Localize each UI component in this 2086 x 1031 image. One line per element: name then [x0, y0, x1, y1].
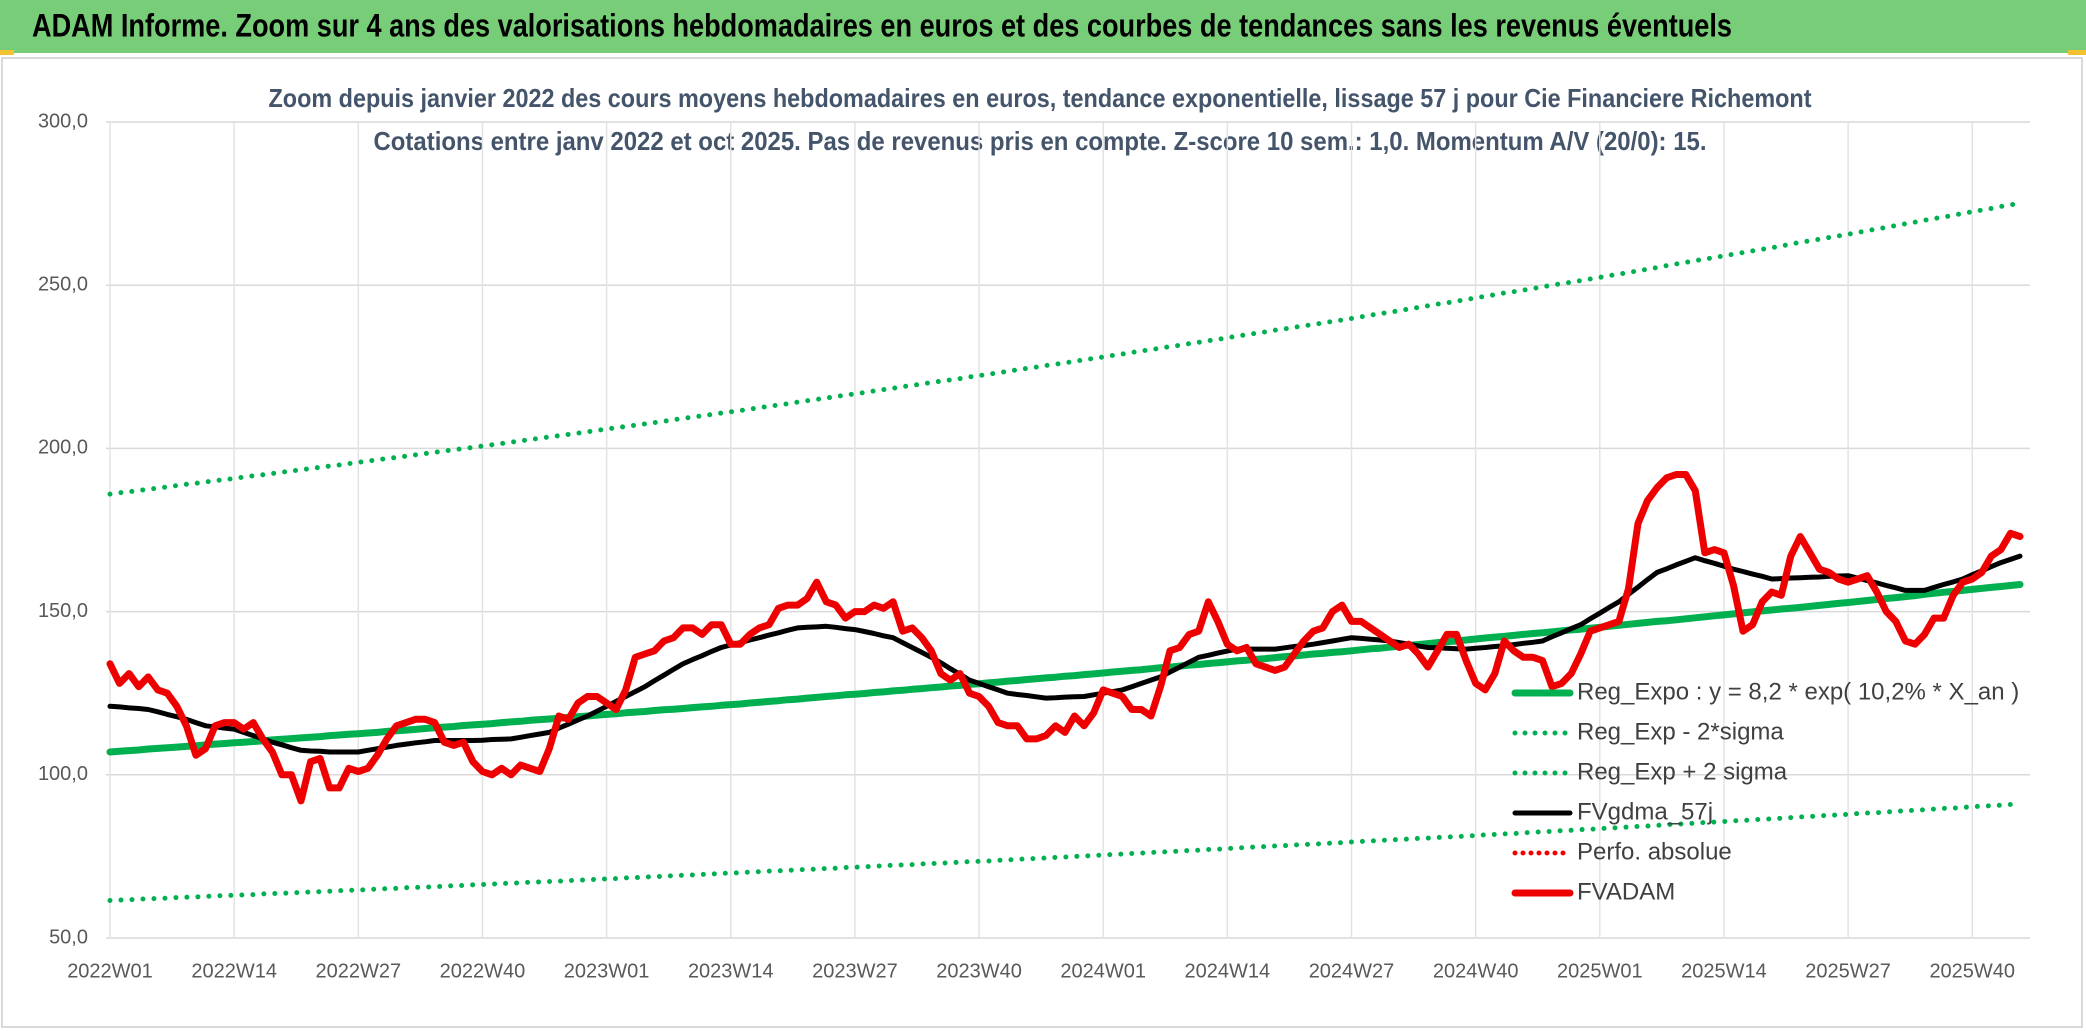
x-tick-label: 2025W01 — [1557, 960, 1643, 982]
x-tick-label: 2024W01 — [1060, 960, 1146, 982]
legend-label: Reg_Exp - 2*sigma — [1577, 718, 1784, 745]
x-tick-label: 2023W14 — [688, 960, 774, 982]
series-line — [106, 581, 2024, 756]
y-tick-label: 50,0 — [49, 926, 88, 948]
legend-label: FVgdma_57j — [1577, 798, 1713, 825]
header-accent — [2068, 50, 2086, 55]
x-tick-label: 2023W40 — [936, 960, 1022, 982]
x-tick-label: 2024W40 — [1433, 960, 1519, 982]
y-tick-label: 250,0 — [38, 273, 88, 295]
x-tick-label: 2022W27 — [315, 960, 401, 982]
chart-subtitle: Cotations entre janv 2022 et oct 2025. P… — [374, 126, 1707, 156]
header-bar — [0, 0, 2086, 53]
y-tick-label: 150,0 — [38, 600, 88, 622]
x-tick-label: 2023W01 — [564, 960, 650, 982]
x-tick-label: 2022W14 — [191, 960, 277, 982]
chart-subtitle: Zoom depuis janvier 2022 des cours moyen… — [269, 83, 1812, 113]
x-tick-label: 2024W27 — [1309, 960, 1395, 982]
header-title: ADAM Informe. Zoom sur 4 ans des valoris… — [32, 7, 1732, 43]
y-tick-label: 200,0 — [38, 437, 88, 459]
legend-label: Reg_Exp + 2 sigma — [1577, 758, 1788, 785]
plot-frame — [1, 57, 2083, 1028]
x-tick-label: 2022W01 — [67, 960, 153, 982]
header-accent — [0, 50, 14, 55]
x-tick-label: 2024W14 — [1185, 960, 1271, 982]
legend-label: FVADAM — [1577, 878, 1675, 905]
series-line — [107, 200, 2023, 497]
y-tick-label: 300,0 — [38, 110, 88, 132]
series-line — [107, 553, 2023, 755]
x-tick-label: 2025W27 — [1805, 960, 1891, 982]
x-tick-label: 2022W40 — [440, 960, 526, 982]
x-tick-label: 2025W14 — [1681, 960, 1767, 982]
x-tick-label: 2023W27 — [812, 960, 898, 982]
legend-label: Perfo. absolue — [1577, 838, 1732, 865]
legend-label: Reg_Expo : y = 8,2 * exp( 10,2% * X_an ) — [1577, 678, 2019, 705]
y-tick-label: 100,0 — [38, 763, 88, 785]
series-line — [107, 801, 2023, 903]
series-line — [106, 471, 2024, 805]
x-tick-label: 2025W40 — [1929, 960, 2015, 982]
